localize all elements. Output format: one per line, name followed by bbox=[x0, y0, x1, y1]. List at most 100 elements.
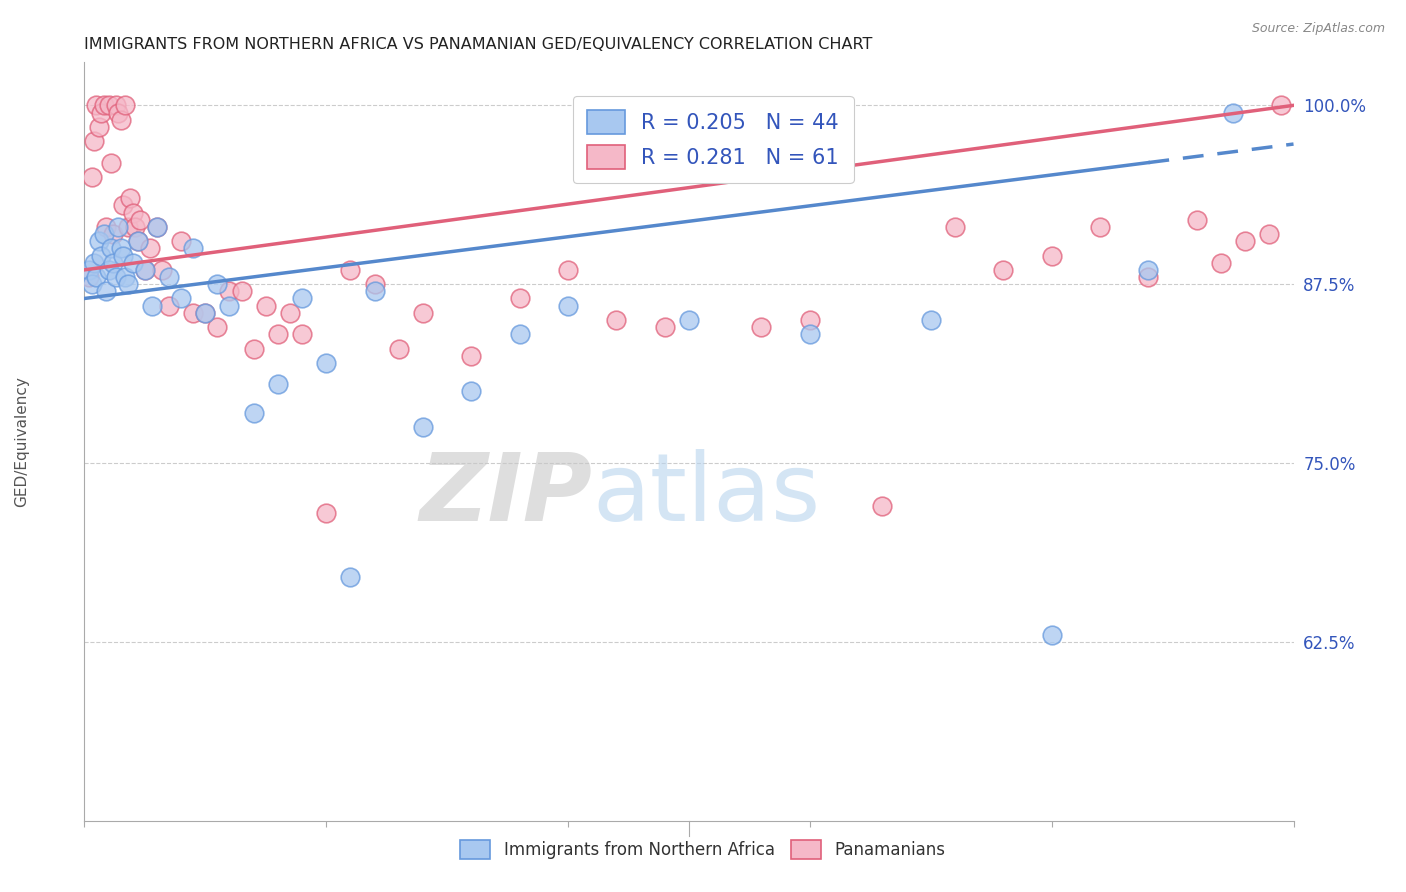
Point bbox=[799, 327, 821, 342]
Point bbox=[97, 263, 120, 277]
Point bbox=[1270, 98, 1292, 112]
Point bbox=[112, 249, 135, 263]
Point bbox=[83, 256, 105, 270]
Point bbox=[412, 306, 434, 320]
Point bbox=[920, 313, 942, 327]
Point bbox=[134, 263, 156, 277]
Point bbox=[1137, 263, 1160, 277]
Point bbox=[110, 112, 132, 127]
Point bbox=[291, 292, 314, 306]
Point bbox=[943, 219, 966, 234]
Point bbox=[170, 292, 193, 306]
Point bbox=[181, 306, 204, 320]
Point bbox=[267, 377, 290, 392]
Point bbox=[1040, 628, 1063, 642]
Point bbox=[388, 342, 411, 356]
Text: atlas: atlas bbox=[592, 449, 821, 541]
Point bbox=[1185, 212, 1208, 227]
Point bbox=[114, 270, 136, 285]
Point bbox=[97, 98, 120, 112]
Point bbox=[339, 263, 361, 277]
Point bbox=[146, 219, 169, 234]
Point bbox=[509, 327, 531, 342]
Point bbox=[141, 299, 163, 313]
Point bbox=[218, 299, 240, 313]
Point bbox=[110, 241, 132, 255]
Point bbox=[1137, 270, 1160, 285]
Point bbox=[557, 299, 579, 313]
Point bbox=[86, 270, 108, 285]
Point bbox=[157, 299, 180, 313]
Point bbox=[146, 219, 169, 234]
Point bbox=[254, 299, 277, 313]
Point bbox=[87, 120, 110, 134]
Point bbox=[1234, 234, 1257, 248]
Point bbox=[157, 270, 180, 285]
Point bbox=[77, 263, 100, 277]
Point bbox=[1258, 227, 1281, 241]
Point bbox=[412, 420, 434, 434]
Point bbox=[121, 205, 143, 219]
Text: Source: ZipAtlas.com: Source: ZipAtlas.com bbox=[1251, 22, 1385, 36]
Point bbox=[134, 263, 156, 277]
Legend: R = 0.205   N = 44, R = 0.281   N = 61: R = 0.205 N = 44, R = 0.281 N = 61 bbox=[572, 95, 853, 184]
Point bbox=[207, 277, 229, 292]
Point bbox=[1088, 219, 1111, 234]
Point bbox=[90, 105, 112, 120]
Point bbox=[194, 306, 217, 320]
Point bbox=[100, 241, 122, 255]
Point bbox=[107, 219, 129, 234]
Point bbox=[751, 320, 773, 334]
Point bbox=[557, 263, 579, 277]
Point bbox=[315, 356, 337, 370]
Point bbox=[231, 285, 253, 299]
Point bbox=[120, 191, 142, 205]
Point bbox=[117, 219, 139, 234]
Point bbox=[127, 234, 149, 248]
Point bbox=[124, 219, 146, 234]
Point bbox=[218, 285, 240, 299]
Text: IMMIGRANTS FROM NORTHERN AFRICA VS PANAMANIAN GED/EQUIVALENCY CORRELATION CHART: IMMIGRANTS FROM NORTHERN AFRICA VS PANAM… bbox=[84, 37, 873, 52]
Point bbox=[127, 234, 149, 248]
Legend: Immigrants from Northern Africa, Panamanians: Immigrants from Northern Africa, Panaman… bbox=[454, 833, 952, 866]
Point bbox=[799, 313, 821, 327]
Point bbox=[117, 277, 139, 292]
Point bbox=[993, 263, 1015, 277]
Point bbox=[103, 227, 125, 241]
Point bbox=[654, 320, 676, 334]
Point bbox=[94, 285, 117, 299]
Point bbox=[181, 241, 204, 255]
Point bbox=[509, 292, 531, 306]
Point bbox=[1222, 105, 1244, 120]
Point bbox=[363, 277, 385, 292]
Point bbox=[90, 249, 112, 263]
Point bbox=[83, 134, 105, 148]
Point bbox=[242, 342, 264, 356]
Point bbox=[1040, 249, 1063, 263]
Point bbox=[150, 263, 173, 277]
Point bbox=[460, 384, 482, 399]
Point bbox=[207, 320, 229, 334]
Point bbox=[104, 98, 127, 112]
Point bbox=[87, 234, 110, 248]
Point bbox=[129, 212, 152, 227]
Point bbox=[242, 406, 264, 420]
Point bbox=[104, 270, 127, 285]
Point bbox=[291, 327, 314, 342]
Point bbox=[93, 227, 115, 241]
Point bbox=[278, 306, 301, 320]
Point bbox=[315, 506, 337, 520]
Point bbox=[114, 98, 136, 112]
Text: ZIP: ZIP bbox=[419, 449, 592, 541]
Point bbox=[93, 98, 115, 112]
Y-axis label: GED/Equivalency: GED/Equivalency bbox=[14, 376, 28, 507]
Point bbox=[194, 306, 217, 320]
Point bbox=[1209, 256, 1232, 270]
Point bbox=[80, 169, 103, 184]
Point bbox=[94, 219, 117, 234]
Point bbox=[107, 105, 129, 120]
Point bbox=[872, 499, 894, 513]
Point bbox=[121, 256, 143, 270]
Point bbox=[86, 98, 108, 112]
Point bbox=[112, 198, 135, 212]
